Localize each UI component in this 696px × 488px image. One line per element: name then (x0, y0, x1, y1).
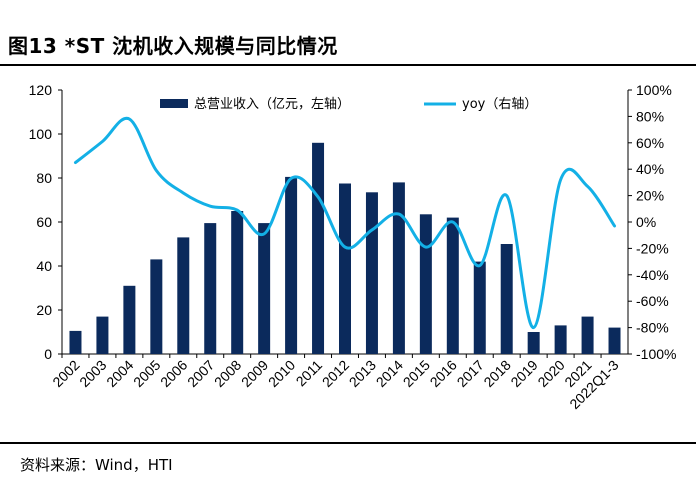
x-tick-label: 2016 (427, 357, 460, 390)
revenue-bar (96, 316, 109, 354)
yoy-line (73, 116, 617, 330)
x-tick-label: 2002 (49, 357, 82, 390)
right-tick-label: 40% (636, 161, 664, 177)
x-tick-label: 2006 (157, 357, 190, 390)
title-divider (0, 64, 696, 66)
right-tick-label: -80% (636, 320, 669, 336)
legend-bar-label: 总营业收入（亿元，左轴） (194, 97, 350, 112)
right-tick-label: -60% (636, 293, 669, 309)
revenue-bar (419, 214, 432, 354)
right-tick-label: 60% (636, 135, 664, 151)
x-tick-label: 2015 (400, 357, 433, 390)
source-note: 资料来源：Wind，HTI (20, 456, 173, 474)
revenue-bar (312, 142, 325, 354)
revenue-bar (177, 237, 190, 354)
footer-divider (0, 442, 696, 444)
x-tick-label: 2003 (76, 357, 109, 390)
right-tick-label: 100% (636, 82, 672, 98)
revenue-bar (392, 182, 405, 354)
revenue-bar (69, 330, 82, 354)
revenue-bar (473, 261, 486, 354)
right-tick-label: 20% (636, 188, 664, 204)
revenue-bar (527, 332, 540, 354)
revenue-yoy-chart: 0 20 40 60 80 100 120 -100% -80% -60% -40% -20% 0% 20… (29, 82, 677, 412)
x-tick-label: 2019 (507, 357, 540, 390)
legend-line-label: yoy（右轴） (462, 97, 537, 112)
revenue-bar (581, 316, 594, 354)
revenue-bar (285, 176, 298, 354)
revenue-bar (339, 183, 351, 354)
x-tick-label: 2013 (346, 357, 379, 390)
left-tick-label: 80 (36, 170, 52, 186)
revenue-bar (446, 217, 459, 354)
legend-bar-swatch (160, 99, 188, 108)
revenue-bar (608, 327, 621, 354)
revenue-bar (554, 325, 567, 354)
x-tick-label: 2011 (293, 357, 326, 390)
right-tick-label: 0% (636, 214, 656, 230)
left-tick-label: 60 (36, 214, 52, 230)
left-tick-label: 40 (36, 258, 52, 274)
x-tick-label: 2008 (211, 357, 244, 390)
left-tick-label: 100 (29, 126, 53, 142)
x-tick-label: 2004 (103, 357, 136, 390)
right-tick-label: -100% (636, 346, 676, 362)
x-tick-label: 2018 (480, 357, 513, 390)
x-tick-label: 2010 (265, 357, 298, 390)
x-tick-label: 2009 (238, 357, 271, 390)
left-tick-label: 120 (29, 82, 53, 98)
left-tick-label: 0 (44, 346, 52, 362)
left-tick-label: 20 (36, 302, 52, 318)
revenue-bar (204, 223, 217, 354)
chart-title: 图13 *ST 沈机收入规模与同比情况 (8, 34, 338, 58)
revenue-bar (365, 192, 378, 354)
x-tick-label: 2014 (373, 357, 406, 390)
right-tick-label: -40% (636, 267, 669, 283)
x-tick-label: 2012 (319, 357, 352, 390)
revenue-bar (500, 244, 513, 354)
x-tick-label: 2005 (130, 357, 163, 390)
right-tick-label: 80% (636, 108, 664, 124)
revenue-bar (123, 285, 136, 354)
x-tick-label: 2017 (454, 357, 487, 390)
right-tick-label: -20% (636, 240, 669, 256)
x-tick-label: 2007 (184, 357, 217, 390)
revenue-bar (258, 223, 271, 354)
x-tick-label: 2020 (534, 357, 567, 390)
revenue-bar (150, 259, 163, 354)
revenue-bar (231, 211, 244, 354)
